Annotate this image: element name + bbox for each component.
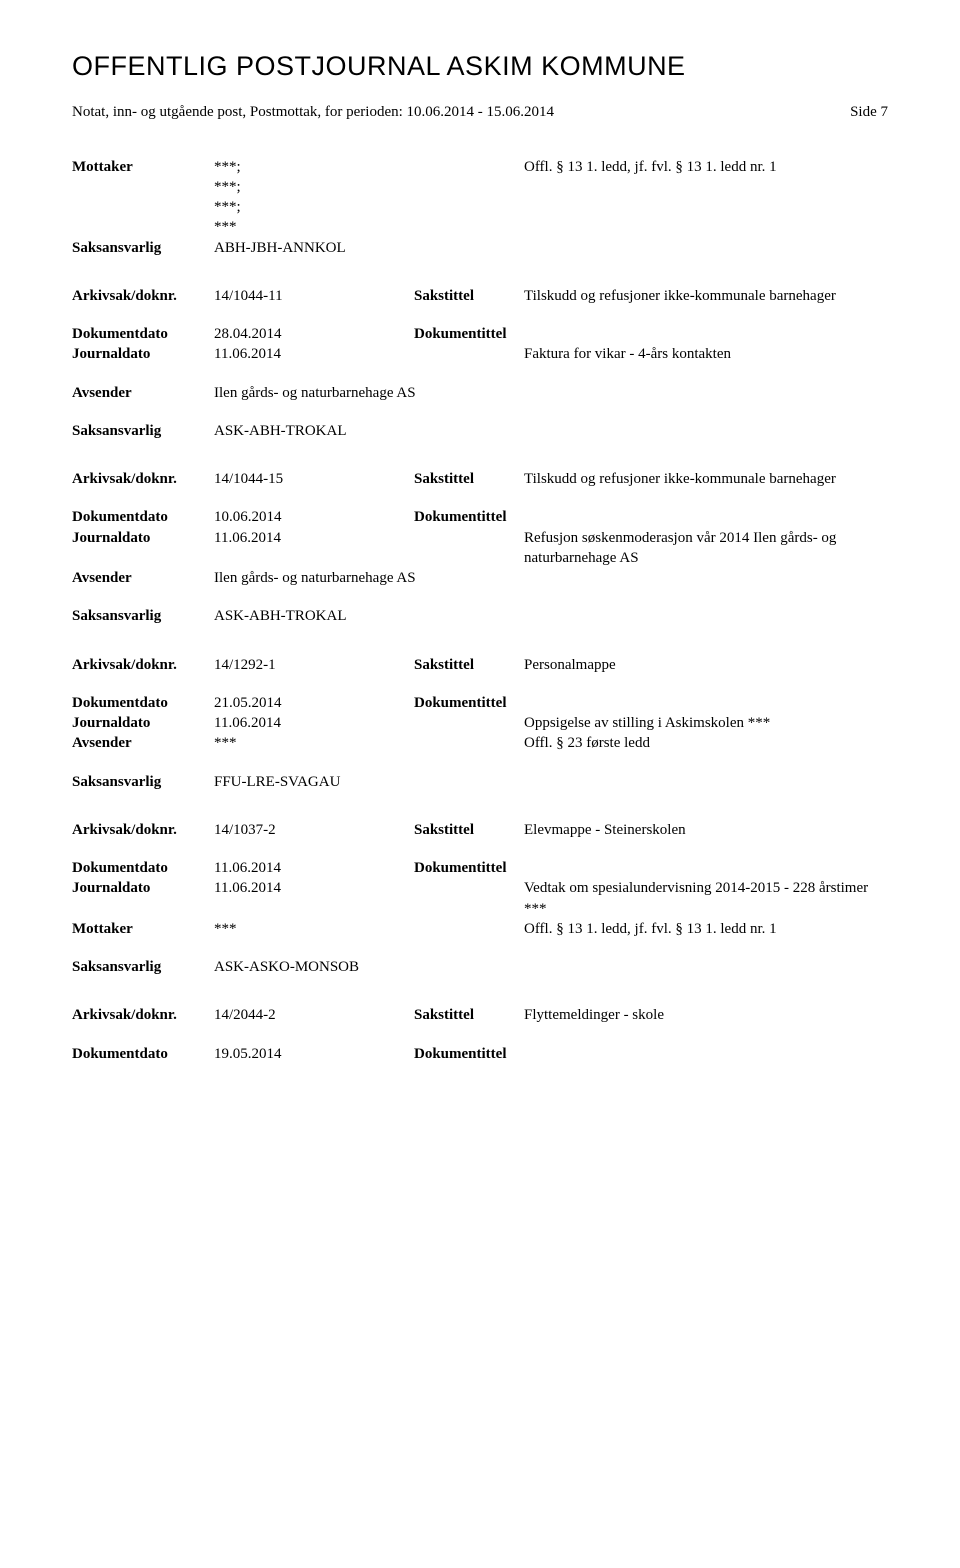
journaldato-value: 11.06.2014 <box>214 878 414 898</box>
label-arkivsak: Arkivsak/doknr. <box>72 286 214 306</box>
label-dokumentittel: Dokumentittel <box>414 507 524 527</box>
label-saksansvarlig: Saksansvarlig <box>72 957 214 977</box>
label-avsender: Avsender <box>72 568 214 588</box>
label-dokumentittel: Dokumentittel <box>414 324 524 344</box>
label-sakstittel: Sakstittel <box>414 286 524 306</box>
saksansvarlig-value: ABH-JBH-ANNKOL <box>214 238 888 258</box>
dokumentittel-value: Vedtak om spesialundervisning 2014-2015 … <box>524 878 888 919</box>
saksansvarlig-value: ASK-ABH-TROKAL <box>214 606 888 626</box>
arkivsak-value: 14/2044-2 <box>214 1005 414 1025</box>
sakstittel-value: Flyttemeldinger - skole <box>524 1005 888 1025</box>
record: Arkivsak/doknr. 14/1037-2 Sakstittel Ele… <box>72 820 888 978</box>
label-avsender: Avsender <box>72 733 214 753</box>
journaldato-value: 11.06.2014 <box>214 528 414 548</box>
label-arkivsak: Arkivsak/doknr. <box>72 469 214 489</box>
mottaker-right: Offl. § 13 1. ledd, jf. fvl. § 13 1. led… <box>524 919 888 939</box>
avsender-right: Offl. § 23 første ledd <box>524 733 888 753</box>
sakstittel-value: Tilskudd og refusjoner ikke-kommunale ba… <box>524 286 888 306</box>
label-dokumentittel: Dokumentittel <box>414 1044 524 1064</box>
label-dokumentdato: Dokumentdato <box>72 324 214 344</box>
page-number: Side 7 <box>850 102 888 122</box>
record: Arkivsak/doknr. 14/2044-2 Sakstittel Fly… <box>72 1005 888 1064</box>
mottaker-value: ***; <box>214 177 414 197</box>
arkivsak-value: 14/1044-15 <box>214 469 414 489</box>
dokumentdato-value: 19.05.2014 <box>214 1044 414 1064</box>
arkivsak-value: 14/1044-11 <box>214 286 414 306</box>
label-journaldato: Journaldato <box>72 344 214 364</box>
avsender-value: *** <box>214 733 414 753</box>
label-mottaker: Mottaker <box>72 157 214 177</box>
dokumentittel-value: Faktura for vikar - 4-års kontakten <box>524 344 888 364</box>
mottaker-value: ***; <box>214 197 414 217</box>
label-sakstittel: Sakstittel <box>414 820 524 840</box>
avsender-value: Ilen gårds- og naturbarnehage AS <box>214 383 888 403</box>
label-dokumentdato: Dokumentdato <box>72 1044 214 1064</box>
sakstittel-value: Elevmappe - Steinerskolen <box>524 820 888 840</box>
mottaker-value: ***; <box>214 157 414 177</box>
arkivsak-value: 14/1037-2 <box>214 820 414 840</box>
saksansvarlig-value: ASK-ASKO-MONSOB <box>214 957 888 977</box>
avsender-value: Ilen gårds- og naturbarnehage AS <box>214 568 888 588</box>
saksansvarlig-value: ASK-ABH-TROKAL <box>214 421 888 441</box>
label-arkivsak: Arkivsak/doknr. <box>72 820 214 840</box>
dokumentdato-value: 21.05.2014 <box>214 693 414 713</box>
dokumentdato-value: 28.04.2014 <box>214 324 414 344</box>
page-title: OFFENTLIG POSTJOURNAL ASKIM KOMMUNE <box>72 48 888 84</box>
label-dokumentittel: Dokumentittel <box>414 693 524 713</box>
journaldato-value: 11.06.2014 <box>214 713 414 733</box>
label-avsender: Avsender <box>72 383 214 403</box>
label-mottaker: Mottaker <box>72 919 214 939</box>
dokumentittel-value: Oppsigelse av stilling i Askimskolen *** <box>524 713 888 733</box>
label-saksansvarlig: Saksansvarlig <box>72 421 214 441</box>
mottaker-value: *** <box>214 919 414 939</box>
dokumentdato-value: 11.06.2014 <box>214 858 414 878</box>
label-saksansvarlig: Saksansvarlig <box>72 606 214 626</box>
sakstittel-value: Personalmappe <box>524 655 888 675</box>
label-arkivsak: Arkivsak/doknr. <box>72 1005 214 1025</box>
label-dokumentittel: Dokumentittel <box>414 858 524 878</box>
header-row: Notat, inn- og utgående post, Postmottak… <box>72 102 888 122</box>
label-sakstittel: Sakstittel <box>414 1005 524 1025</box>
record: Arkivsak/doknr. 14/1044-11 Sakstittel Ti… <box>72 286 888 441</box>
label-journaldato: Journaldato <box>72 713 214 733</box>
arkivsak-value: 14/1292-1 <box>214 655 414 675</box>
label-sakstittel: Sakstittel <box>414 469 524 489</box>
record: Arkivsak/doknr. 14/1292-1 Sakstittel Per… <box>72 655 888 792</box>
label-journaldato: Journaldato <box>72 528 214 548</box>
dokumentdato-value: 10.06.2014 <box>214 507 414 527</box>
record: Mottaker ***; Offl. § 13 1. ledd, jf. fv… <box>72 157 888 258</box>
label-sakstittel: Sakstittel <box>414 655 524 675</box>
label-arkivsak: Arkivsak/doknr. <box>72 655 214 675</box>
label-dokumentdato: Dokumentdato <box>72 858 214 878</box>
sakstittel-value: Tilskudd og refusjoner ikke-kommunale ba… <box>524 469 888 489</box>
label-saksansvarlig: Saksansvarlig <box>72 772 214 792</box>
label-dokumentdato: Dokumentdato <box>72 693 214 713</box>
mottaker-value: *** <box>214 217 414 237</box>
subtitle: Notat, inn- og utgående post, Postmottak… <box>72 102 554 122</box>
saksansvarlig-value: FFU-LRE-SVAGAU <box>214 772 888 792</box>
mottaker-right: Offl. § 13 1. ledd, jf. fvl. § 13 1. led… <box>524 157 888 177</box>
label-dokumentdato: Dokumentdato <box>72 507 214 527</box>
journaldato-value: 11.06.2014 <box>214 344 414 364</box>
label-journaldato: Journaldato <box>72 878 214 898</box>
record: Arkivsak/doknr. 14/1044-15 Sakstittel Ti… <box>72 469 888 627</box>
label-saksansvarlig: Saksansvarlig <box>72 238 214 258</box>
dokumentittel-value: Refusjon søskenmoderasjon vår 2014 Ilen … <box>524 528 888 569</box>
